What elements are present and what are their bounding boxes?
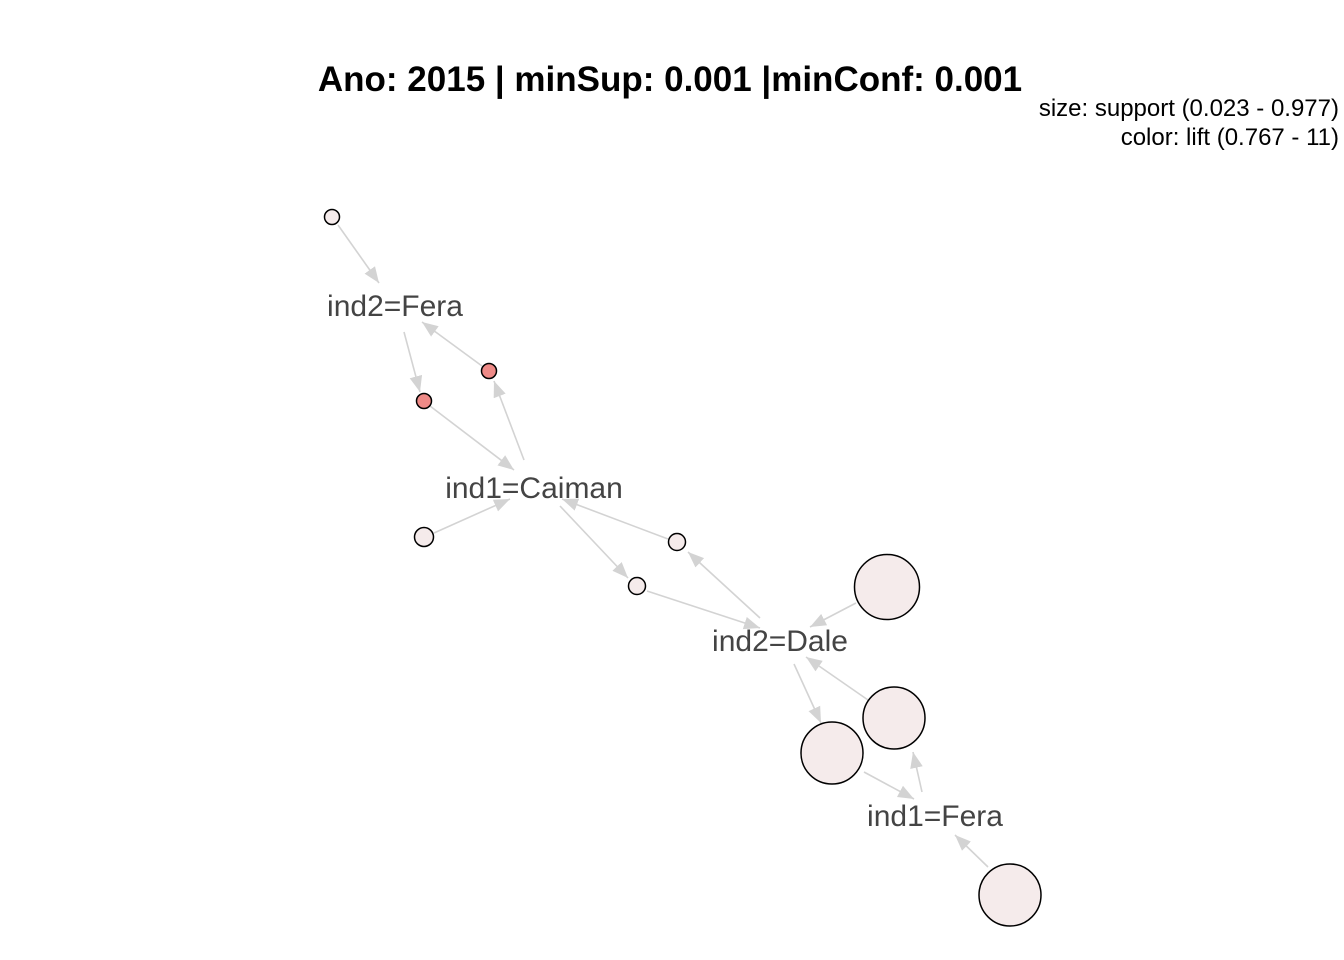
edge-fera2-to-r3 [403, 331, 423, 393]
rule-node-r3[interactable] [415, 392, 433, 410]
rule-node-r2[interactable] [480, 362, 498, 380]
item-label-dale2[interactable]: ind2=Dale [712, 625, 848, 658]
edges-layer [337, 224, 989, 868]
edge-r9-to-fera1 [863, 771, 915, 800]
legend-color: color: lift (0.767 - 11) [1121, 124, 1339, 151]
edge-r1-to-fera2 [337, 224, 380, 284]
edge-r5-to-caiman1 [561, 498, 669, 540]
rule-node-r4[interactable] [413, 526, 435, 548]
rule-node-r10[interactable] [978, 863, 1042, 927]
item-label-fera1[interactable]: ind1=Fera [867, 800, 1003, 833]
edge-fera1-to-r8 [910, 751, 923, 793]
rule-node-r7[interactable] [853, 553, 921, 621]
item-label-caiman1[interactable]: ind1=Caiman [445, 472, 623, 505]
edge-dale2-to-r9 [793, 663, 822, 724]
edge-r6-to-dale2 [646, 590, 761, 630]
edge-r2-to-fera2 [421, 321, 483, 367]
edge-r8-to-dale2 [805, 656, 869, 701]
plot-title: Ano: 2015 | minSup: 0.001 |minConf: 0.00… [318, 60, 1022, 99]
rule-nodes-layer [323, 208, 1042, 927]
edge-r3-to-caiman1 [429, 405, 515, 471]
item-label-fera2[interactable]: ind2=Fera [327, 290, 463, 323]
rule-node-r8[interactable] [862, 686, 926, 750]
edge-dale2-to-r5 [687, 551, 761, 619]
item-labels-layer: ind2=Fera ind1=Caiman ind2=Dale ind1=Fer… [327, 290, 1003, 833]
edge-r4-to-caiman1 [433, 498, 511, 534]
legend-size: size: support (0.023 - 0.977) [1039, 95, 1339, 122]
rule-node-r5[interactable] [667, 532, 687, 552]
edge-r7-to-dale2 [809, 602, 857, 628]
rule-node-r6[interactable] [627, 576, 647, 596]
edge-r10-to-fera1 [954, 834, 989, 868]
rule-node-r9[interactable] [800, 721, 864, 785]
rule-node-r1[interactable] [323, 208, 341, 226]
edge-caiman1-to-r6 [559, 505, 629, 579]
edge-caiman1-to-r2 [493, 380, 525, 461]
